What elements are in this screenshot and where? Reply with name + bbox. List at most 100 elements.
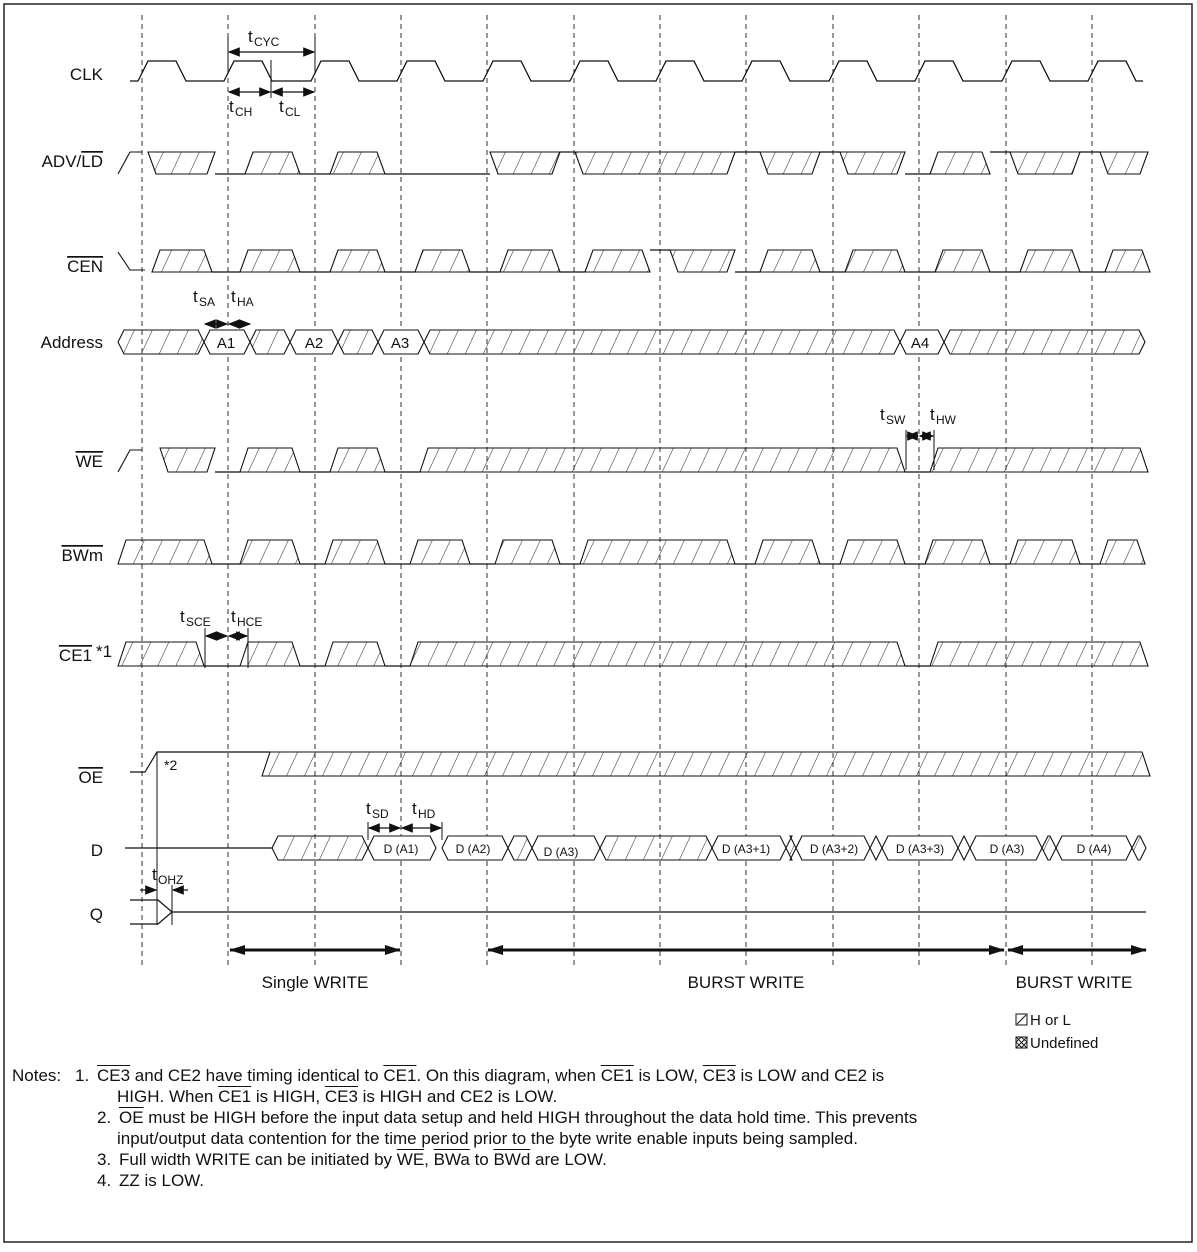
- d-hatch-0: [271, 835, 369, 861]
- note-2-t2: input/output data contention for the tim…: [117, 1129, 858, 1148]
- data-d-a1: D (A1): [384, 842, 419, 856]
- adv-seg-0: [147, 151, 216, 175]
- data-d-a2: D (A2): [456, 842, 491, 856]
- param-tcl: t CL: [279, 97, 301, 119]
- bwm-seg-4: [494, 539, 561, 565]
- cen-seg-2: [329, 249, 386, 273]
- adv-seg-2: [329, 151, 386, 175]
- bwm-seg-10: [1099, 539, 1146, 565]
- note-1-t5: HIGH. When: [117, 1087, 219, 1106]
- adv-seg-8: [1009, 151, 1081, 175]
- param-tsce: t SCE: [180, 607, 211, 629]
- adv-seg-6: [839, 151, 906, 175]
- note-3-t1: Full width WRITE can be initiated by: [119, 1150, 397, 1169]
- cen-seg-11: [1104, 249, 1151, 273]
- we-seg-2: [329, 447, 386, 473]
- param-tsa: t SA: [193, 287, 215, 309]
- note-1-t7: is HIGH and CE2 is LOW.: [357, 1087, 558, 1106]
- svg-text:t: t: [229, 97, 234, 116]
- we-seg-1: [239, 447, 301, 473]
- param-tha: t HA: [231, 287, 254, 309]
- cen-start: [117, 251, 145, 271]
- note-3-bwa: BWa: [433, 1150, 470, 1169]
- note-2-oe: OE: [119, 1108, 144, 1127]
- svg-text:SA: SA: [199, 295, 215, 309]
- note-4-t1: ZZ is LOW.: [119, 1171, 204, 1190]
- note-3-num: 3.: [97, 1150, 112, 1169]
- svg-text:HCE: HCE: [237, 615, 262, 629]
- cen-seg-4: [499, 249, 561, 273]
- svg-text:t: t: [930, 405, 935, 424]
- label-we: WE: [76, 452, 103, 471]
- cen-seg-8: [844, 249, 906, 273]
- note-3-t2: ,: [424, 1150, 434, 1169]
- cen-seg-7: [759, 249, 821, 273]
- bwm-seg-2: [324, 539, 386, 565]
- cen-seg-0: [151, 249, 213, 273]
- label-bwm: BWm: [61, 546, 103, 565]
- adv-start: [117, 151, 142, 175]
- bwm-seg-6: [754, 539, 821, 565]
- note-2: 2. OE must be HIGH before the input data …: [12, 1107, 1182, 1128]
- section-single-write: Single WRITE: [262, 973, 369, 992]
- bwm-seg-0: [117, 539, 213, 565]
- note-3-t4: are LOW.: [530, 1150, 607, 1169]
- addr-a3: A3: [391, 335, 409, 352]
- notes-block: Notes: 1. CE3 and CE2 have timing identica…: [12, 1065, 1182, 1191]
- data-d-a3p1: D (A3+1): [722, 842, 770, 856]
- svg-text:CH: CH: [235, 105, 252, 119]
- cen-seg-10: [1019, 249, 1081, 273]
- ce1-seg-1: [239, 641, 301, 667]
- oe-mark: *2: [164, 757, 177, 773]
- svg-text:HW: HW: [936, 413, 957, 427]
- cen-seg-1: [239, 249, 301, 273]
- svg-text:HD: HD: [418, 807, 436, 821]
- bwm-seg-7: [839, 539, 906, 565]
- label-cen: CEN: [67, 257, 103, 276]
- note-1-t4: is LOW and CE2 is: [735, 1066, 885, 1085]
- d-box-a1: [367, 835, 437, 861]
- we-seg-0: [159, 447, 216, 473]
- note-1-ce3c: CE3: [324, 1087, 358, 1106]
- param-thd: t HD: [412, 799, 436, 821]
- cen-seg-9: [934, 249, 991, 273]
- notes-heading: Notes:: [12, 1066, 62, 1085]
- d-hatch-3: [785, 835, 797, 861]
- param-tsd: t SD: [366, 799, 389, 821]
- q-wave-start: [130, 899, 173, 925]
- label-ce1-mark: *1: [96, 642, 112, 661]
- note-1-num: 1.: [75, 1066, 90, 1085]
- note-2-t1: must be HIGH before the input data setup…: [143, 1108, 918, 1127]
- bwm-seg-5: [579, 539, 736, 565]
- ce1-seg-0: [117, 641, 205, 667]
- bwm-seg-9: [1009, 539, 1081, 565]
- param-tch: t CH: [229, 97, 252, 119]
- svg-text:t: t: [152, 865, 157, 884]
- svg-text:H or L: H or L: [1030, 1012, 1071, 1029]
- svg-text:t: t: [880, 405, 885, 424]
- addr-a4: A4: [911, 335, 929, 352]
- note-3: 3. Full width WRITE can be initiated by W…: [12, 1149, 1182, 1170]
- addr-hatch-2: [337, 329, 379, 355]
- d-hatch-2: [599, 835, 713, 861]
- svg-text:CL: CL: [285, 105, 301, 119]
- label-ld: LD: [81, 152, 103, 171]
- we-start: [117, 449, 142, 473]
- label-adv-ld: ADV/LD: [42, 152, 103, 171]
- note-1: Notes: 1. CE3 and CE2 have timing identica…: [12, 1065, 1182, 1086]
- oe-hatch: [261, 751, 1151, 777]
- clk-wave: [130, 60, 1143, 82]
- data-d-a3p3: D (A3+3): [896, 842, 944, 856]
- note-1-ce1b: CE1: [600, 1066, 634, 1085]
- param-tsw: t SW: [880, 405, 906, 427]
- adv-seg-4: [574, 151, 736, 175]
- note-2-cont: input/output data contention for the tim…: [12, 1128, 1182, 1149]
- svg-text:t: t: [366, 799, 371, 818]
- label-adv: ADV/: [42, 152, 82, 171]
- addr-hatch-0: [117, 329, 205, 355]
- legend-undefined: Undefined: [1015, 1035, 1098, 1052]
- we-seg-3: [419, 447, 906, 473]
- svg-text:HA: HA: [237, 295, 254, 309]
